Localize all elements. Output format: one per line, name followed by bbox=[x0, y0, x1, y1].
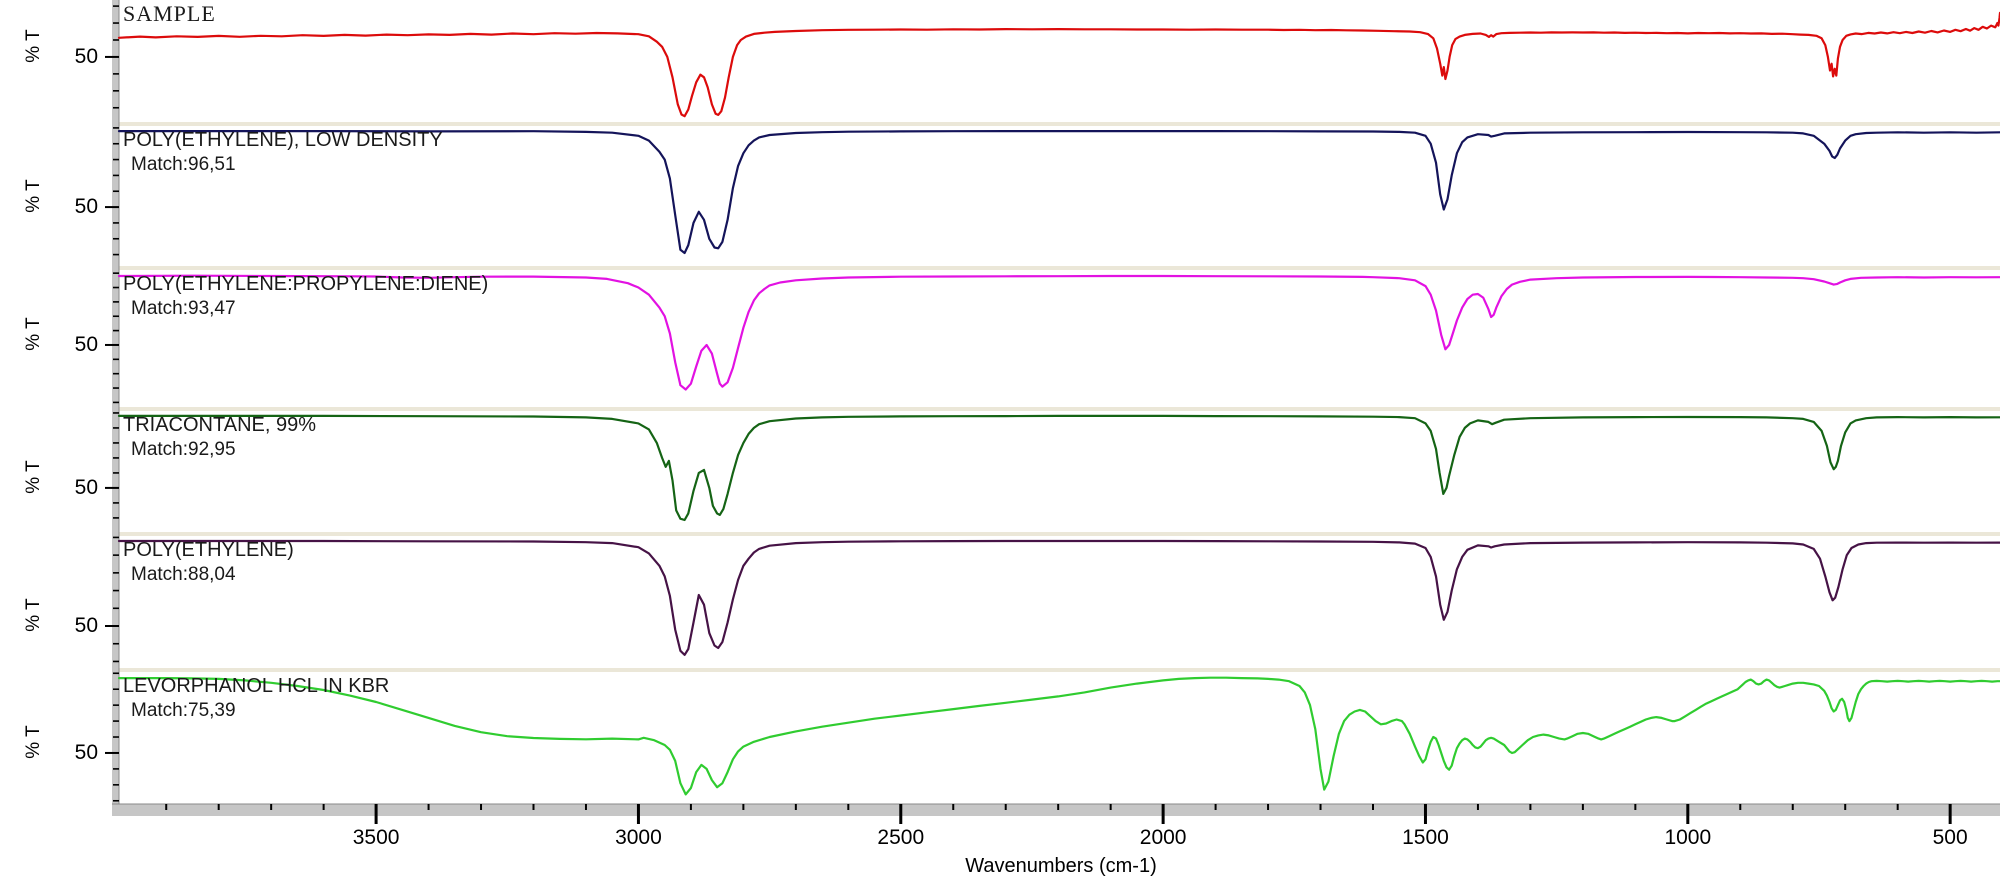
spectrum-title-0: SAMPLE bbox=[123, 1, 216, 26]
spectrum-line-3[interactable] bbox=[117, 414, 2000, 522]
y-axis-title-0: % T bbox=[23, 29, 44, 63]
x-tick-label-500: 500 bbox=[1932, 826, 1968, 849]
spectrum-line-0[interactable] bbox=[117, 11, 2000, 118]
y-tick-label-4: 50 bbox=[74, 614, 98, 637]
match-value-2: Match:93,47 bbox=[131, 298, 236, 319]
x-tick-label-1000: 1000 bbox=[1664, 826, 1712, 849]
spectrum-title-5: LEVORPHANOL HCL IN KBR bbox=[123, 675, 390, 697]
y-tick-label-0: 50 bbox=[74, 44, 98, 68]
spectrum-panel-4[interactable] bbox=[119, 536, 2000, 668]
panel-separator-3 bbox=[119, 532, 2000, 536]
x-tick-label-2500: 2500 bbox=[877, 826, 925, 849]
y-axis-title-2: % T bbox=[23, 317, 44, 351]
panel-separator-1 bbox=[119, 266, 2000, 270]
spectrum-line-1[interactable] bbox=[117, 130, 2000, 255]
y-axis-title-3: % T bbox=[23, 460, 44, 494]
y-tick-label-1: 50 bbox=[74, 195, 98, 219]
y-tick-label-5: 50 bbox=[74, 740, 98, 764]
panel-separator-4 bbox=[119, 668, 2000, 672]
x-tick-label-2000: 2000 bbox=[1139, 826, 1187, 849]
y-axis-title-1: % T bbox=[23, 179, 44, 213]
y-tick-label-3: 50 bbox=[74, 475, 98, 499]
y-axis-title-4: % T bbox=[23, 598, 44, 632]
spectrum-line-4[interactable] bbox=[117, 539, 2000, 657]
match-value-5: Match:75,39 bbox=[131, 700, 236, 721]
x-tick-label-1500: 1500 bbox=[1402, 826, 1449, 849]
spectrum-title-1: POLY(ETHYLENE), LOW DENSITY bbox=[123, 129, 443, 151]
y-axis-title-5: % T bbox=[23, 725, 44, 759]
x-tick-label-3500: 3500 bbox=[352, 826, 400, 849]
match-value-4: Match:88,04 bbox=[131, 564, 236, 585]
spectrum-line-5[interactable] bbox=[117, 676, 2000, 796]
spectrum-line-2[interactable] bbox=[117, 274, 2000, 391]
spectrum-title-2: POLY(ETHYLENE:PROPYLENE:DIENE) bbox=[123, 273, 489, 295]
spectrum-panel-3[interactable] bbox=[119, 411, 2000, 532]
spectrum-panel-0[interactable] bbox=[119, 0, 2000, 122]
panel-separator-0 bbox=[119, 122, 2000, 126]
x-axis-title: Wavenumbers (cm-1) bbox=[965, 855, 1157, 877]
panel-separator-2 bbox=[119, 407, 2000, 411]
spectrum-panel-5[interactable] bbox=[119, 672, 2000, 803]
x-tick-label-3000: 3000 bbox=[615, 826, 662, 849]
spectrum-title-4: POLY(ETHYLENE) bbox=[123, 539, 294, 561]
spectrum-title-3: TRIACONTANE, 99% bbox=[123, 414, 316, 436]
y-axis-bar[interactable] bbox=[112, 0, 119, 816]
y-tick-label-2: 50 bbox=[74, 332, 98, 356]
x-axis-bar[interactable] bbox=[112, 804, 2000, 816]
match-value-3: Match:92,95 bbox=[131, 439, 236, 460]
match-value-1: Match:96,51 bbox=[131, 154, 236, 175]
